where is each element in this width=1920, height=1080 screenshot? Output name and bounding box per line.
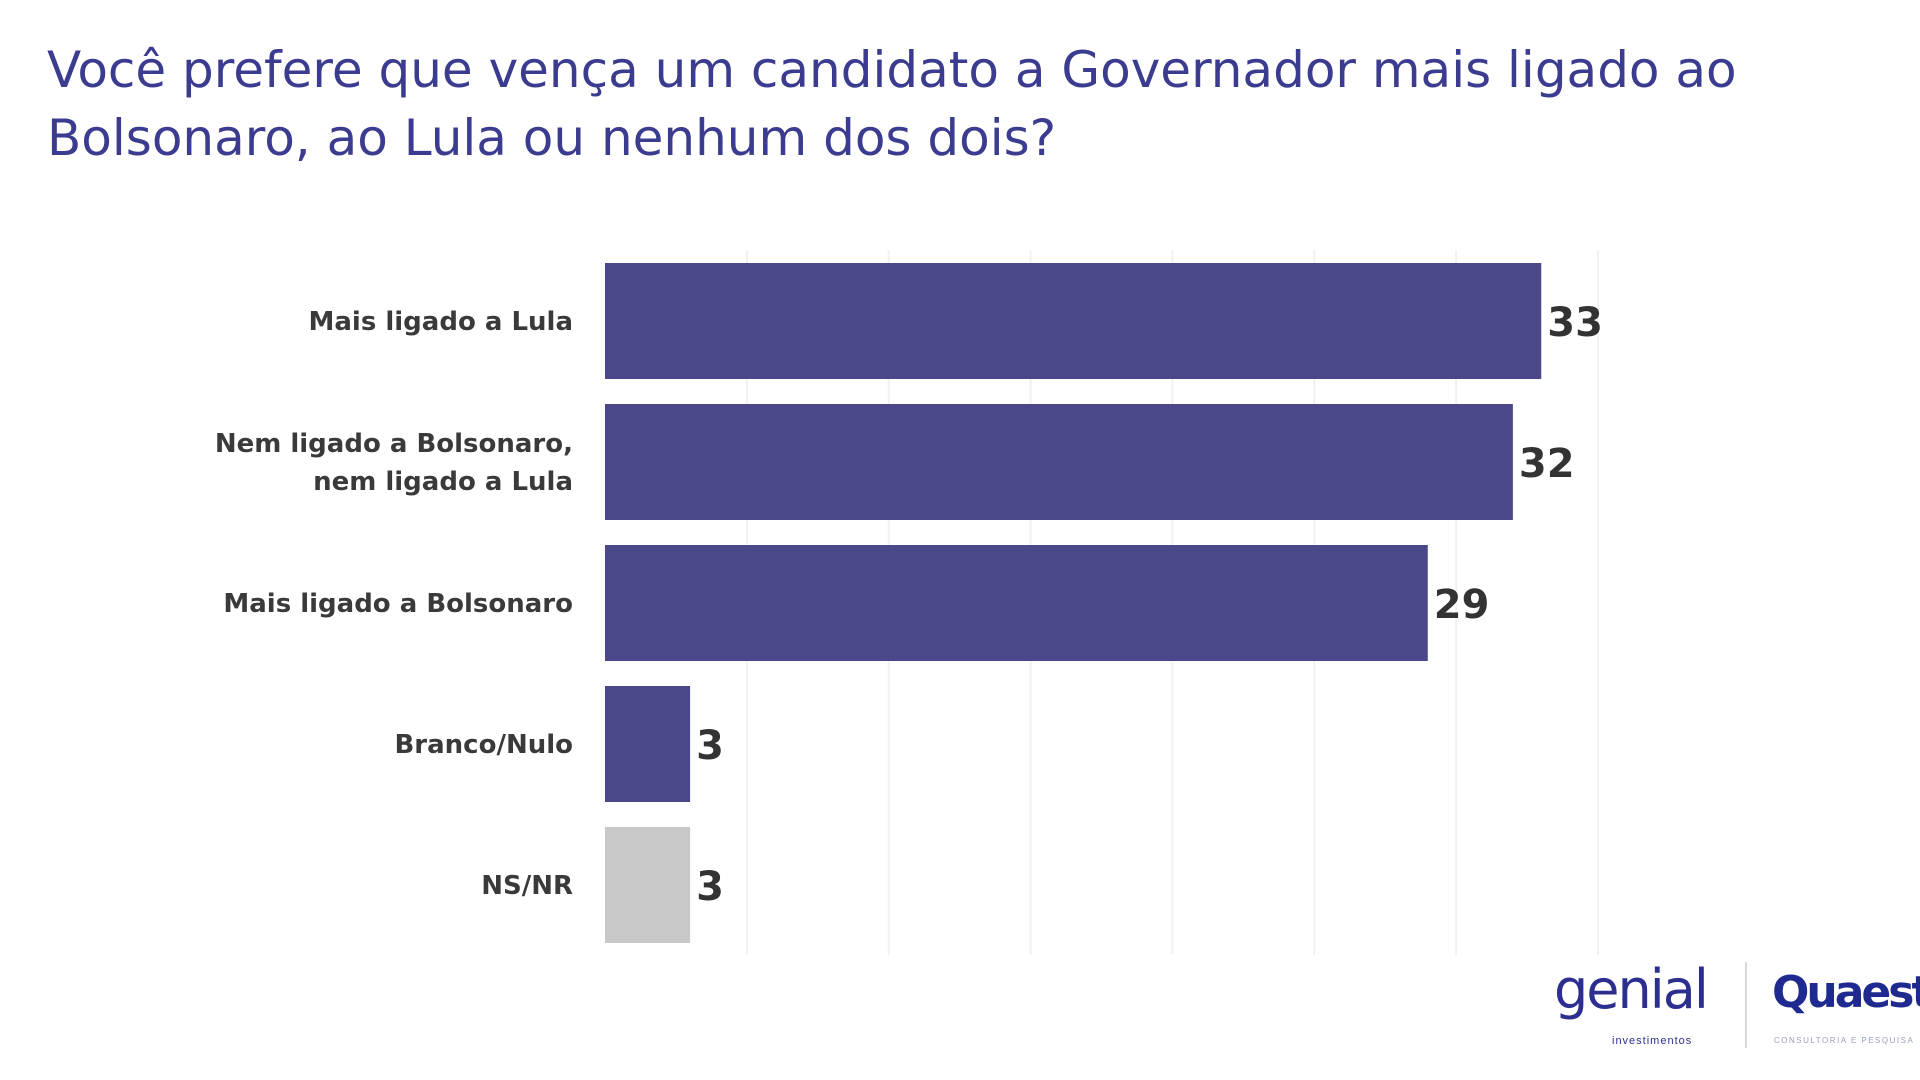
bar bbox=[605, 545, 1428, 661]
quaest-logo-subtitle: CONSULTORIA E PESQUISA bbox=[1774, 1036, 1915, 1045]
category-label: Mais ligado a Lula bbox=[309, 307, 574, 337]
genial-logo: genial bbox=[1554, 958, 1709, 1021]
bar bbox=[605, 686, 691, 802]
data-label: 3 bbox=[696, 864, 724, 910]
category-label: Mais ligado a Bolsonaro bbox=[223, 589, 573, 619]
category-label: Nem ligado a Bolsonaro, bbox=[215, 429, 573, 459]
genial-logo-subtitle: investimentos bbox=[1612, 1035, 1693, 1047]
chart-title: Você prefere que vença um candidato a Go… bbox=[47, 41, 1737, 167]
category-label: NS/NR bbox=[481, 871, 573, 901]
bar bbox=[605, 827, 691, 943]
category-label: nem ligado a Lula bbox=[313, 467, 573, 497]
category-label: Branco/Nulo bbox=[394, 730, 573, 760]
logo-divider bbox=[1745, 962, 1747, 1048]
bar bbox=[605, 263, 1542, 379]
data-label: 32 bbox=[1519, 441, 1575, 487]
quaest-logo: Quaest bbox=[1772, 967, 1920, 1018]
data-label: 29 bbox=[1434, 582, 1490, 628]
bar bbox=[605, 404, 1513, 520]
data-label: 3 bbox=[696, 723, 724, 769]
logos: genial investimentos Quaest CONSULTORIA … bbox=[1540, 958, 1920, 1070]
data-label: 33 bbox=[1547, 300, 1603, 346]
